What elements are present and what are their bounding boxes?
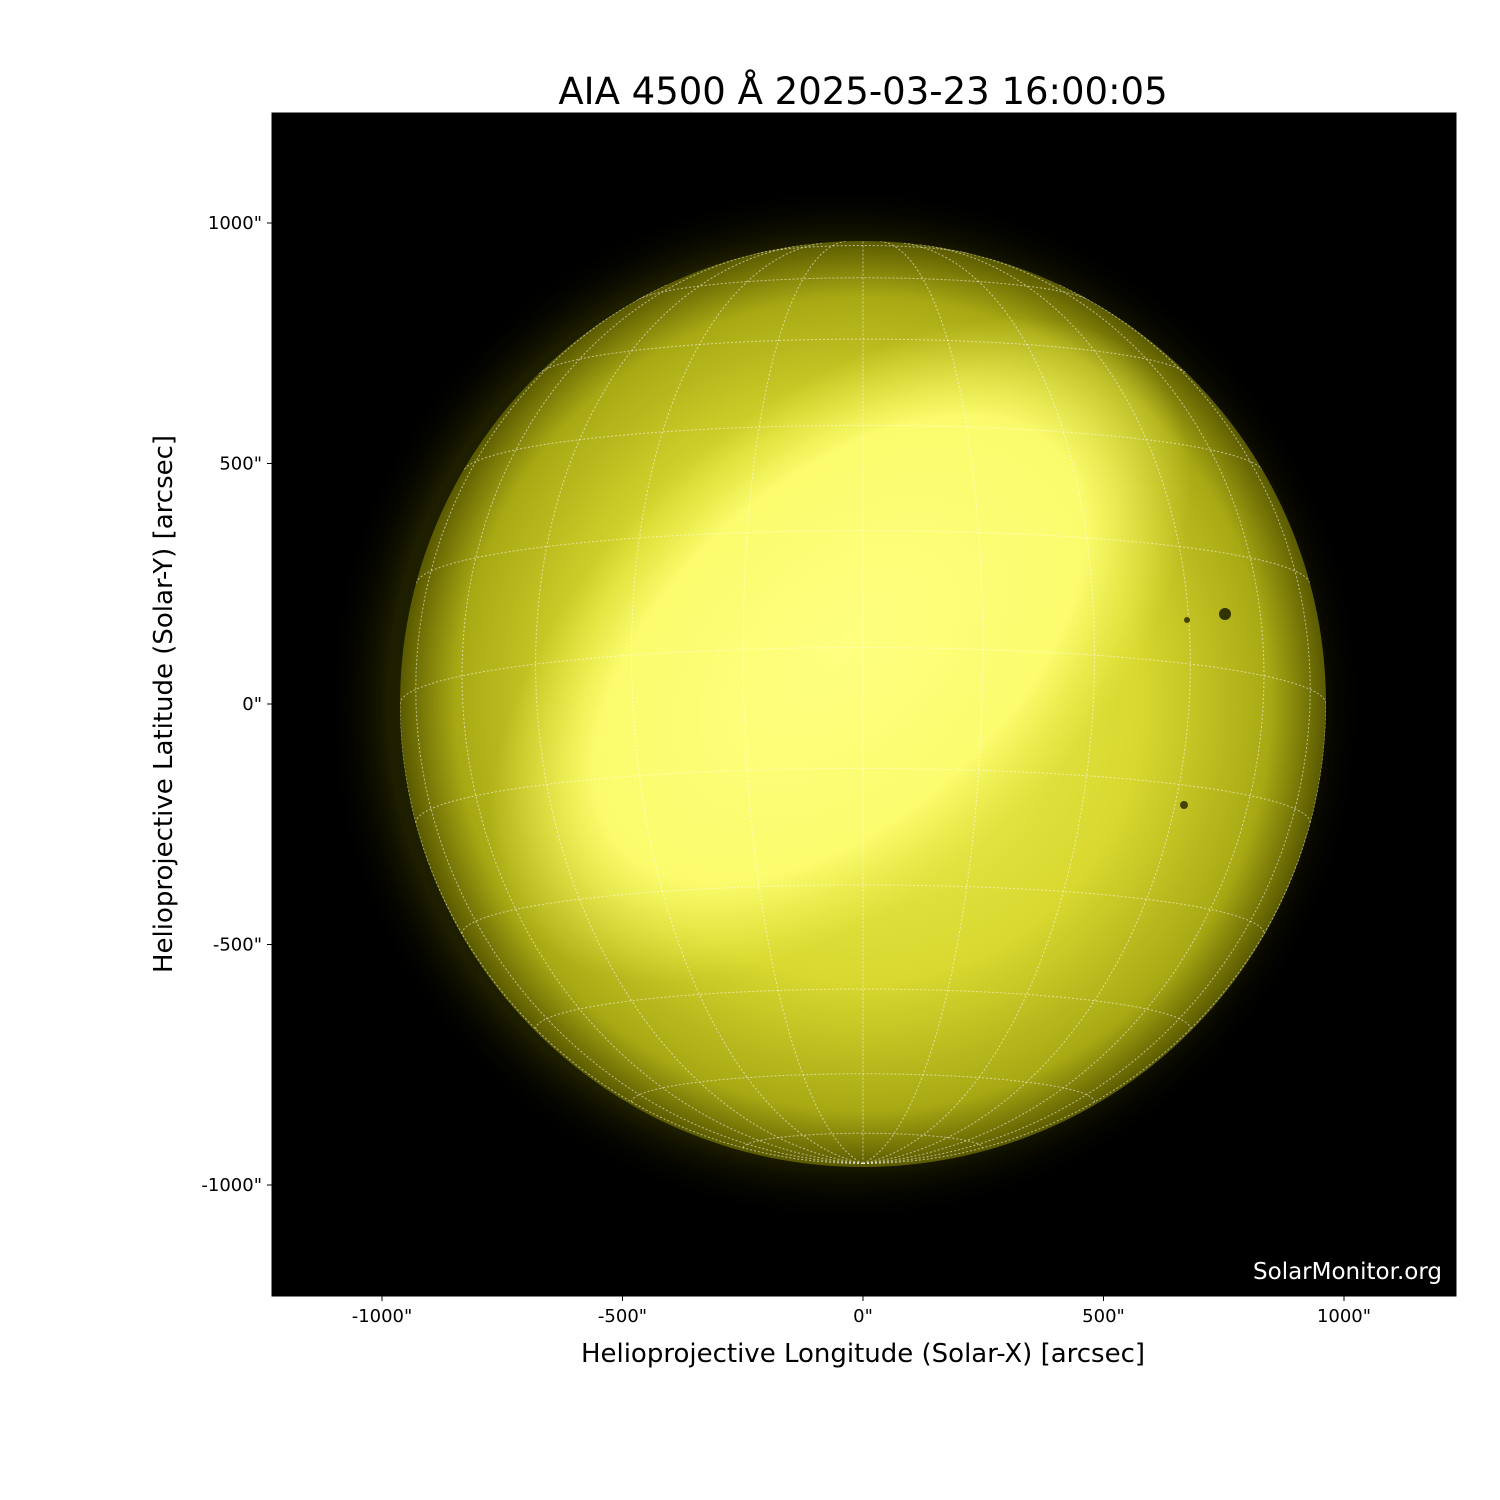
latitude-line	[461, 884, 1265, 934]
longitude-line	[630, 242, 864, 1164]
longitude-line	[862, 242, 1096, 1164]
x-tick-label: 500"	[1082, 1306, 1125, 1327]
y-axis-label: Helioprojective Latitude (Solar-Y) [arcs…	[149, 435, 179, 973]
chart-title: AIA 4500 Å 2025-03-23 16:00:05	[558, 69, 1167, 113]
latitude-line	[757, 245, 969, 254]
watermark: SolarMonitor.org	[1253, 1259, 1442, 1285]
longitude-line	[742, 241, 864, 1164]
latitude-line	[638, 277, 1088, 300]
heliographic-grid	[400, 241, 1326, 1164]
x-tick-label: 1000"	[1317, 1306, 1371, 1327]
latitude-line	[538, 338, 1188, 374]
x-tick-label: 0"	[853, 1306, 873, 1327]
x-axis-ticks: -1000" -500" 0" 500" 1000"	[352, 1296, 1371, 1327]
x-tick-label: -1000"	[352, 1306, 413, 1327]
latitude-line	[400, 647, 1326, 705]
y-axis-ticks: 1000" 500" 0" -500" -1000"	[201, 213, 272, 1196]
longitude-line	[862, 241, 984, 1164]
sunspot	[1219, 608, 1231, 620]
latitude-line	[631, 1073, 1095, 1103]
y-tick-label: 0"	[242, 694, 262, 715]
sunspot	[1180, 801, 1188, 809]
x-axis-label: Helioprojective Longitude (Solar-X) [arc…	[581, 1339, 1145, 1369]
x-tick-label: -500"	[598, 1306, 647, 1327]
latitude-line	[415, 767, 1311, 823]
y-tick-label: -1000"	[201, 1175, 262, 1196]
bright-region	[488, 317, 1192, 983]
y-tick-label: -500"	[213, 935, 262, 956]
latitude-line	[463, 424, 1263, 470]
y-tick-label: 500"	[219, 454, 262, 475]
sunspot	[1184, 617, 1190, 623]
y-tick-label: 1000"	[208, 213, 262, 234]
